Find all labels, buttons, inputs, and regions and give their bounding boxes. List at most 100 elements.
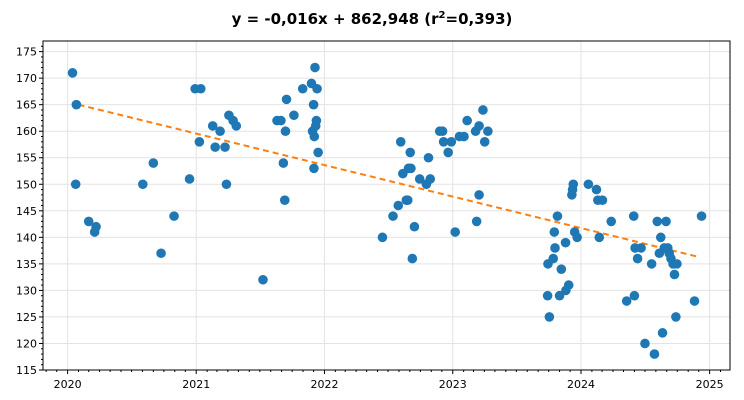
data-point [195,83,206,94]
data-point [276,115,286,126]
chart-title: y = -0,016x + 862,948 (r2=0,393) [0,10,744,28]
data-point [215,126,225,137]
data-point [425,174,436,184]
data-point [438,137,449,147]
plot-frame [42,40,731,371]
y-tick-label: 175 [16,46,37,59]
data-point [657,328,668,338]
y-tick-label: 140 [16,231,37,244]
grid-lines [43,41,730,371]
data-point [549,227,560,237]
data-point [462,115,472,126]
data-point [628,211,639,221]
data-point [393,200,404,211]
data-point [414,174,425,184]
data-point [669,269,680,280]
data-point [148,158,159,168]
data-point [563,280,574,290]
data-point [597,195,608,205]
data-point [184,174,195,184]
y-tick-label: 170 [16,72,37,85]
data-point [696,211,707,221]
data-point [459,131,469,142]
data-point [661,216,671,227]
data-point [409,221,420,232]
data-point [83,216,94,227]
data-point [554,290,565,301]
data-point [406,163,416,174]
trend-line-segment [78,103,699,258]
data-point [156,248,166,259]
data-point [646,259,657,269]
data-point [278,158,289,168]
data-point [258,274,268,285]
data-point [672,259,682,269]
data-point [450,227,461,237]
x-tick-label: 2023 [439,378,467,391]
data-point [308,99,319,110]
y-tick-label: 155 [16,152,37,165]
y-tick-label: 165 [16,99,37,112]
x-tick-label: 2021 [182,378,210,391]
data-point [479,137,490,147]
data-point [550,243,560,253]
data-point [594,232,605,243]
data-point [655,232,666,243]
data-point [221,179,232,190]
data-point [591,184,602,195]
data-point [572,232,582,243]
data-point [281,94,292,105]
data-point [689,296,700,306]
data-point [297,83,308,94]
data-point [652,216,663,227]
data-point [210,142,220,152]
chart-title-tail: =0,393) [445,10,513,28]
data-point [311,115,322,126]
chart-title-superscript: 2 [438,10,446,21]
data-point [632,253,643,264]
data-point [583,179,594,190]
y-tick-label: 150 [16,178,37,191]
data-point [388,211,398,221]
data-point [377,232,388,243]
data-point [544,312,555,322]
data-point [423,152,434,163]
data-point [169,211,179,221]
data-point [71,99,82,110]
data-point [231,121,242,131]
data-point [606,216,617,227]
data-point [640,338,650,349]
data-point [471,216,482,227]
data-point [312,83,322,94]
data-point [207,121,218,131]
data-point [137,179,148,190]
data-point [309,163,319,174]
data-point [474,190,484,200]
data-point [405,147,416,158]
data-point [629,290,640,301]
y-tick-label: 145 [16,205,37,218]
y-tick-label: 120 [16,337,37,350]
data-point [671,312,681,322]
data-point [560,237,571,248]
x-tick-label: 2020 [54,378,82,391]
data-point [395,137,406,147]
y-tick-label: 135 [16,258,37,271]
y-tick-label: 160 [16,125,37,138]
data-point [443,147,453,158]
data-point [407,253,418,264]
x-tick-label: 2025 [696,378,724,391]
data-point [67,68,78,78]
x-tick-label: 2022 [310,378,338,391]
data-point [548,253,559,264]
data-point [649,349,660,359]
data-point [552,211,563,221]
data-point [402,195,413,205]
data-point [309,131,320,142]
data-point [194,137,205,147]
data-point [478,105,488,115]
y-tick-label: 115 [16,364,37,377]
data-point [310,62,320,73]
